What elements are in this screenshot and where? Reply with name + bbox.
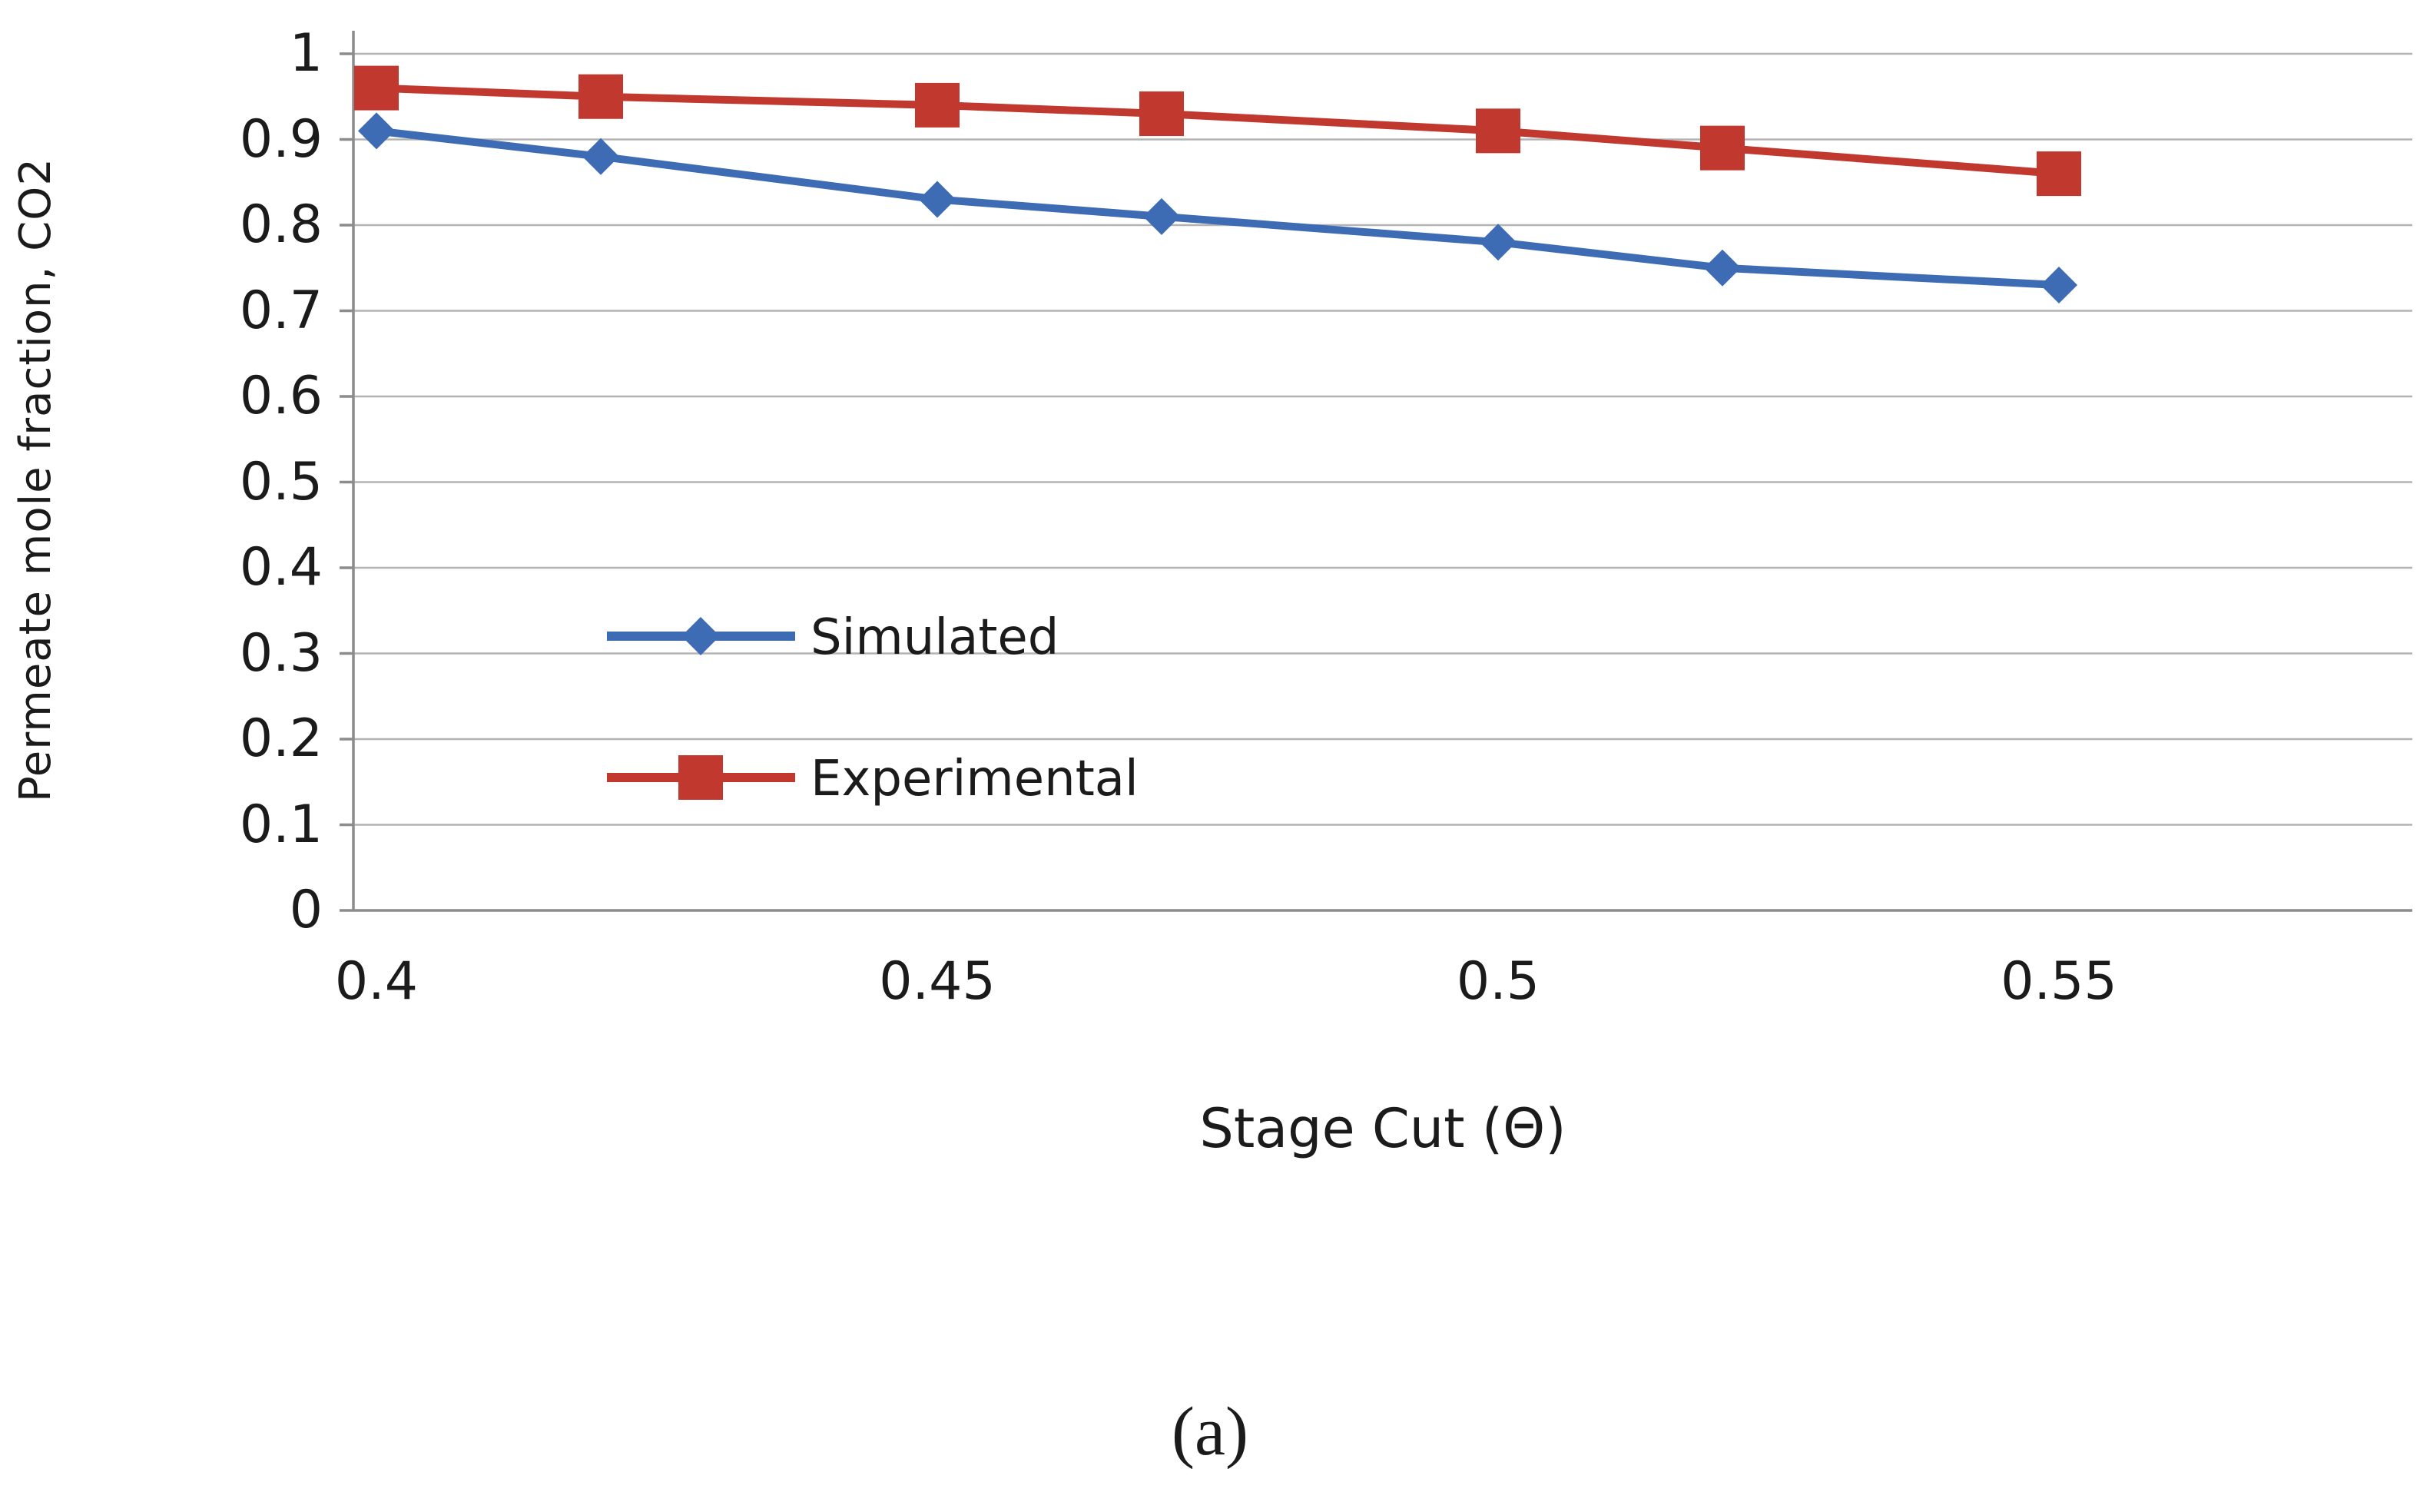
gridlines [353, 52, 2412, 912]
square-marker [1476, 108, 1520, 154]
diamond-marker [582, 138, 619, 175]
x-axis-title: Stage Cut (Θ) [1199, 1097, 1566, 1160]
legend-label: Experimental [811, 751, 1139, 807]
diamond-marker [2040, 267, 2077, 304]
subfigure-caption: (a) [1172, 1394, 1248, 1470]
square-marker [915, 82, 960, 128]
diamond-marker [1704, 249, 1741, 287]
square-marker [1139, 91, 1184, 137]
diamond-marker [681, 617, 720, 655]
series-simulated [358, 112, 2077, 304]
diamond-marker [1143, 197, 1180, 235]
square-marker [1700, 125, 1745, 171]
axes [340, 31, 2412, 912]
series-experimental [354, 65, 2081, 197]
diamond-marker [358, 112, 395, 150]
square-marker [578, 74, 623, 119]
square-marker [354, 65, 399, 111]
diamond-marker [919, 181, 956, 218]
square-marker [2037, 151, 2081, 197]
diamond-marker [1480, 224, 1517, 261]
legend-label: Simulated [811, 609, 1059, 666]
y-axis-title: Permeate mole fraction, CO2 [11, 158, 61, 803]
square-marker [678, 755, 723, 800]
legend: Simulated Experimental [607, 609, 1139, 807]
